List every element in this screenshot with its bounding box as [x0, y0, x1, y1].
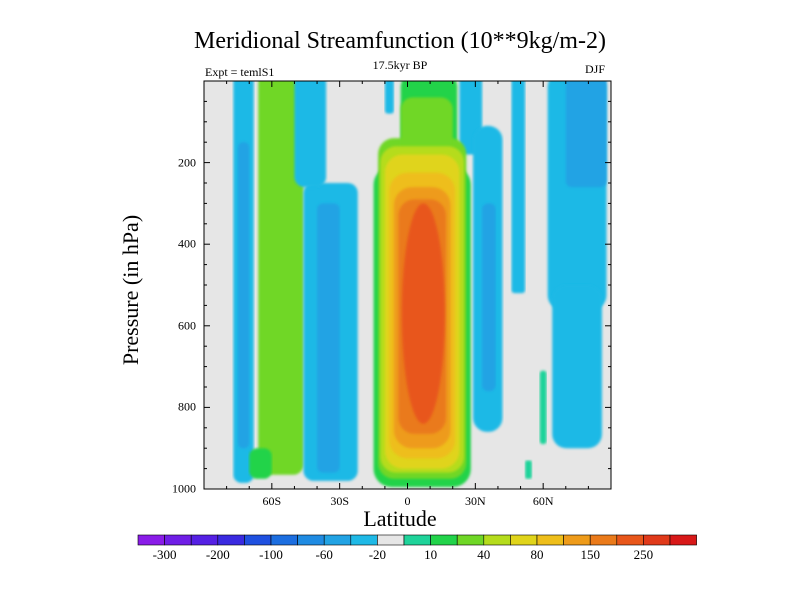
colorbar: [137, 534, 697, 546]
x-tick-label: 30N: [464, 494, 486, 508]
colorbar-label: -300: [152, 547, 177, 562]
colorbar-swatch: [430, 534, 458, 546]
x-tick-label: 0: [404, 494, 411, 508]
colorbar-swatch: [616, 534, 644, 546]
y-tick-label: 600: [178, 318, 196, 333]
contour-southern-midlat-top: [294, 81, 327, 188]
colorbar-swatch: [483, 534, 511, 546]
contour-southern-polar-core: [237, 142, 250, 449]
plot-frame: [203, 80, 612, 490]
colorbar-label: -20: [368, 547, 387, 562]
colorbar-label: 10: [424, 547, 438, 562]
y-tick-label: 800: [178, 399, 196, 414]
contour-arctic-positive-blob: [525, 460, 532, 479]
colorbar-label: 80: [530, 547, 544, 562]
colorbar-swatch: [563, 534, 591, 546]
colorbar-label: -200: [205, 547, 230, 562]
colorbar-label: 250: [633, 547, 654, 562]
colorbar-swatch: [669, 534, 697, 546]
colorbar-swatch: [403, 534, 431, 546]
colorbar-swatch: [190, 534, 219, 546]
colorbar-swatch: [244, 534, 272, 546]
colorbar-swatch: [643, 534, 671, 546]
colorbar-swatch: [350, 534, 378, 546]
y-tick-label: 1000: [172, 481, 196, 496]
colorbar-label: -100: [259, 547, 283, 562]
x-tick-label: 60N: [532, 494, 554, 508]
colorbar-label: 40: [477, 547, 491, 562]
contour-northern-polar-core: [565, 81, 607, 188]
contour-hadley-core: [401, 203, 445, 424]
experiment-label: Expt = temlS1: [205, 65, 275, 79]
season-label: DJF: [585, 62, 606, 76]
colorbar-label: -60: [315, 547, 333, 562]
x-axis-label: Latitude: [363, 506, 437, 531]
colorbar-swatch: [510, 534, 538, 546]
colorbar-swatch: [297, 534, 325, 546]
colorbar-swatch: [323, 534, 352, 546]
contour-southern-ferrel-base: [249, 448, 272, 479]
contour-northern-polar-lower: [552, 285, 602, 449]
y-tick-label: 200: [178, 155, 196, 170]
colorbar-swatch: [137, 534, 165, 546]
colorbar-swatch: [456, 534, 485, 546]
period-label: 17.5kyr BP: [372, 58, 428, 72]
colorbar-swatch: [589, 534, 618, 546]
colorbar-label: 150: [580, 547, 600, 562]
colorbar-swatch: [270, 534, 298, 546]
contour-tropical-strip: [384, 81, 394, 114]
colorbar-swatch: [536, 534, 564, 546]
y-tick-label: 400: [178, 236, 196, 251]
colorbar-swatch: [217, 534, 245, 546]
x-tick-label: 30S: [330, 494, 349, 508]
colorbar-swatch: [377, 534, 405, 546]
contour-southern-ferrel-cell: [258, 81, 304, 475]
contour-southern-midlat-core: [317, 203, 340, 473]
contour-northern-thin-strip: [511, 81, 526, 294]
contour-northern-ferrel-core: [482, 203, 496, 392]
x-tick-label: 60S: [262, 494, 282, 508]
contour-arctic-positive-cell: [539, 370, 547, 445]
chart-title: Meridional Streamfunction (10**9kg/m-2): [194, 28, 606, 54]
colorbar-swatch: [164, 534, 192, 546]
